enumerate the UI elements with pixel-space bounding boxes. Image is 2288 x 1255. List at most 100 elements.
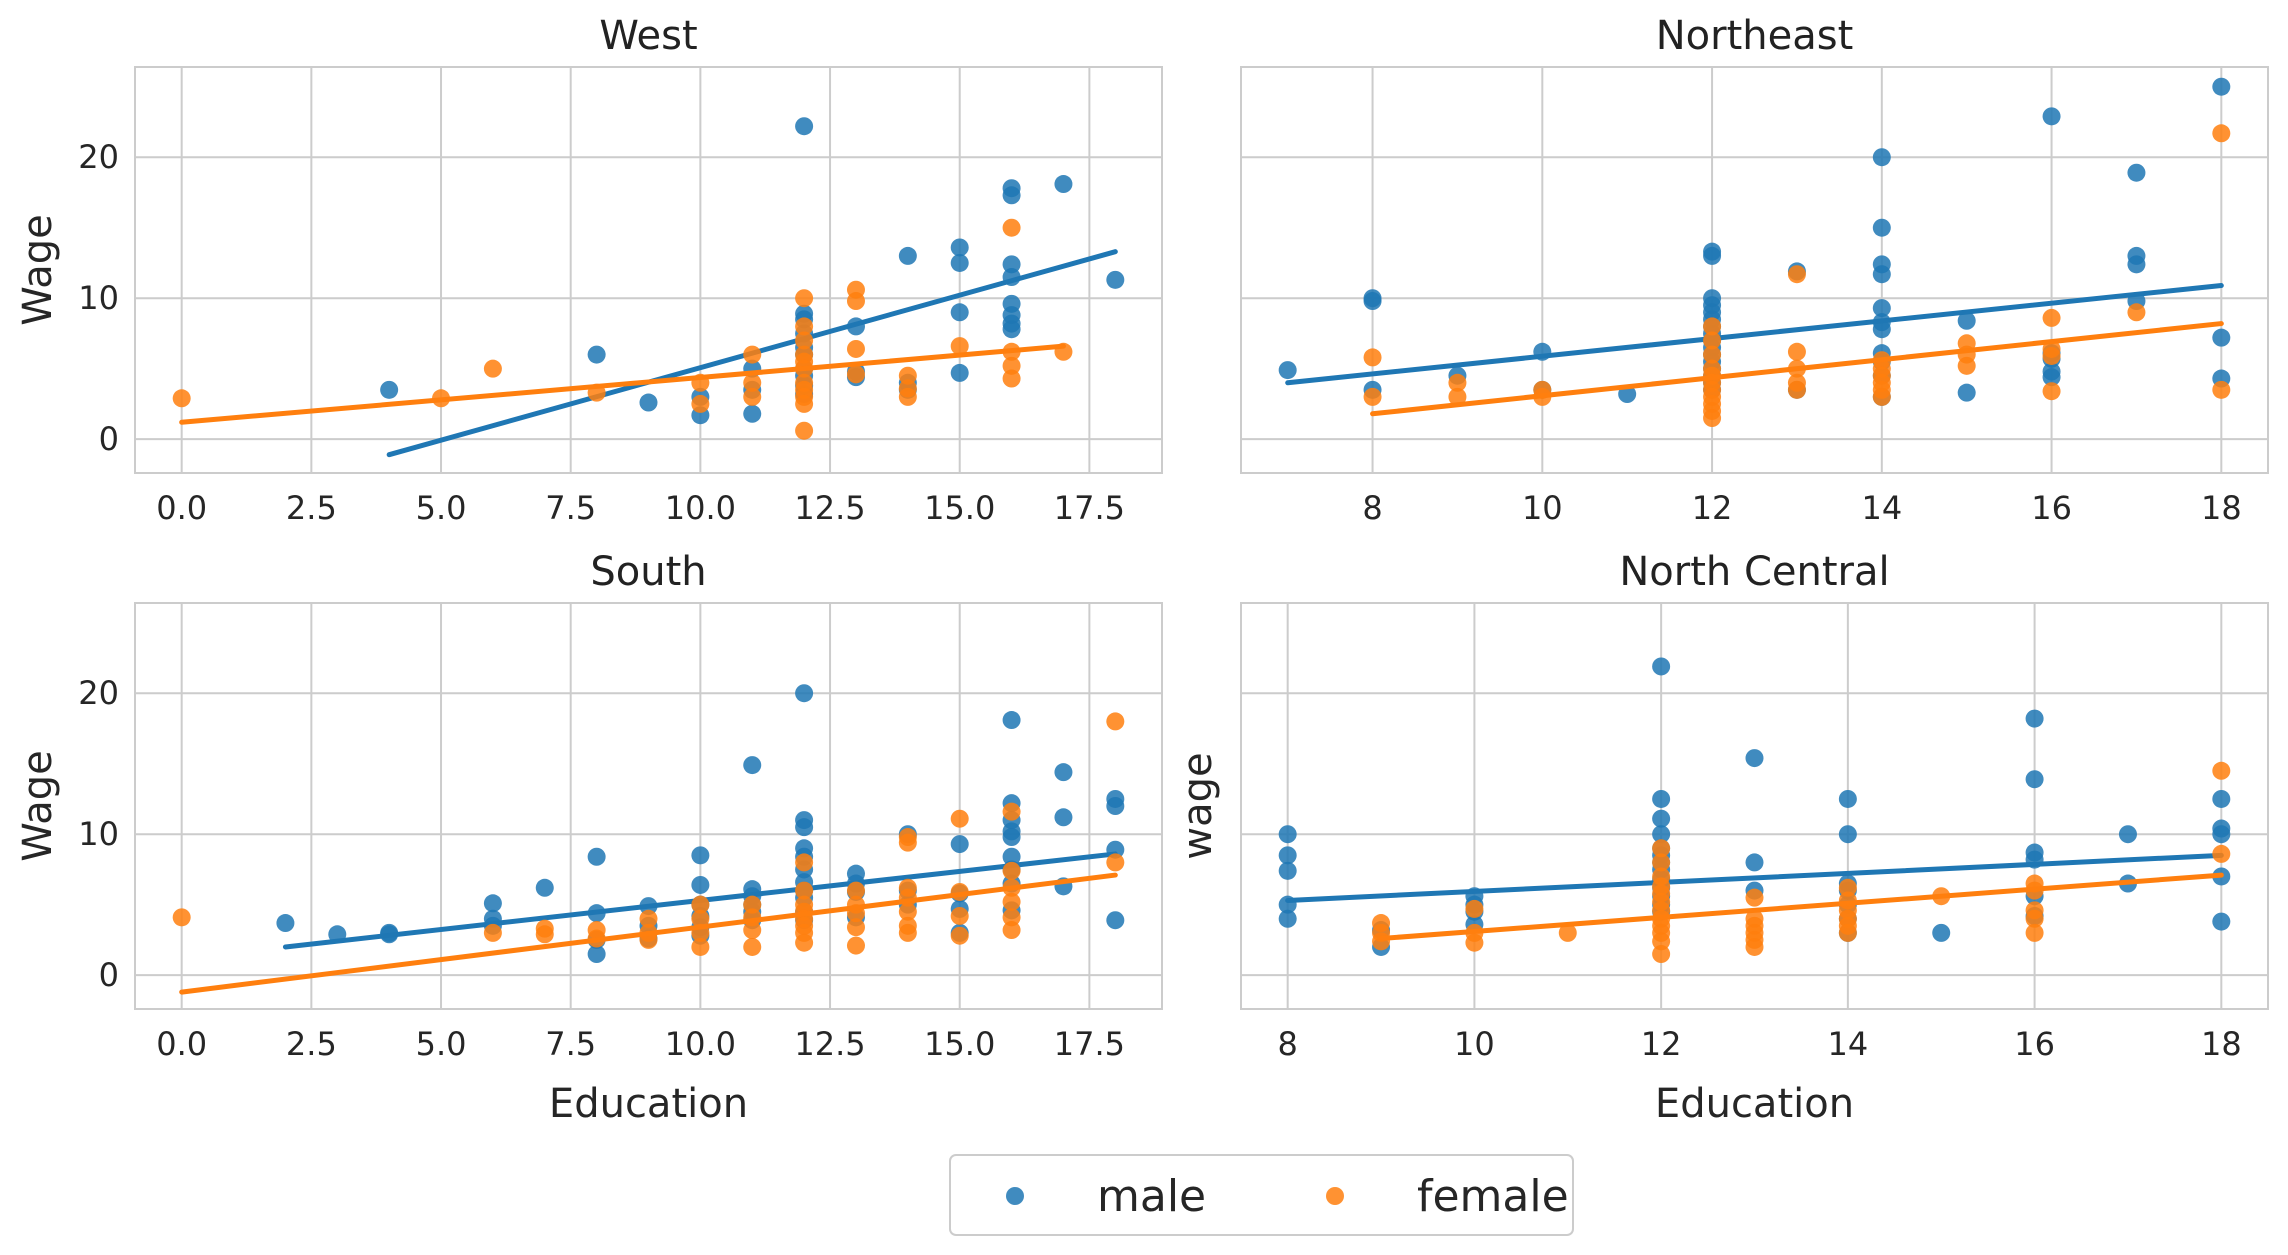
x-axis-label: Education bbox=[1655, 1081, 1854, 1127]
y-tick-label: 20 bbox=[78, 674, 119, 712]
series-female bbox=[1363, 124, 2231, 428]
y-tick-label: 0 bbox=[99, 420, 119, 458]
data-point bbox=[2025, 709, 2044, 728]
data-point bbox=[1363, 292, 1382, 311]
data-point bbox=[1278, 361, 1297, 380]
data-point bbox=[743, 756, 762, 775]
data-point bbox=[743, 404, 762, 423]
data-point bbox=[691, 846, 710, 865]
data-point bbox=[743, 387, 762, 406]
data-point bbox=[2025, 770, 2044, 789]
x-tick-label: 8 bbox=[1362, 489, 1382, 527]
data-point bbox=[2025, 909, 2044, 928]
data-point bbox=[1957, 383, 1976, 402]
x-tick-label: 12.5 bbox=[794, 489, 865, 527]
data-point bbox=[691, 875, 710, 894]
data-point bbox=[846, 918, 865, 937]
data-point bbox=[276, 914, 295, 933]
data-point bbox=[795, 394, 814, 413]
series-female bbox=[1372, 761, 2231, 964]
y-tick-label: 20 bbox=[78, 138, 119, 176]
data-point bbox=[1002, 218, 1021, 237]
data-point bbox=[1652, 657, 1671, 676]
data-point bbox=[380, 380, 399, 399]
legend-entry-female: female bbox=[1326, 1171, 1569, 1222]
regression-line bbox=[1285, 852, 2224, 903]
facet-northeast: 8 10 12 14 16 18 Northeast bbox=[1240, 13, 2269, 527]
data-point bbox=[1002, 356, 1021, 375]
data-point bbox=[2042, 368, 2061, 387]
data-point bbox=[1002, 847, 1021, 866]
data-point bbox=[2212, 844, 2231, 863]
series-female bbox=[172, 712, 1125, 995]
data-point bbox=[587, 345, 606, 364]
data-point bbox=[846, 881, 865, 900]
regression-line bbox=[1285, 283, 2224, 386]
x-tick-label: 16 bbox=[2014, 1025, 2055, 1063]
data-point bbox=[1002, 255, 1021, 274]
data-point bbox=[1002, 369, 1021, 388]
facet-south: 0.0 2.5 5.0 7.5 10.0 12.5 15.0 17.5 0 10 20 South Ed… bbox=[15, 549, 1163, 1127]
data-point bbox=[172, 908, 191, 927]
data-point bbox=[2127, 303, 2146, 322]
data-point bbox=[950, 337, 969, 356]
data-point bbox=[535, 925, 554, 944]
facet-title: Northeast bbox=[1656, 13, 1854, 59]
data-point bbox=[1363, 387, 1382, 406]
y-axis-label: Wage bbox=[15, 214, 61, 326]
data-point bbox=[846, 365, 865, 384]
data-point bbox=[795, 117, 814, 136]
data-point bbox=[1054, 175, 1073, 194]
legend-marker bbox=[1006, 1187, 1024, 1205]
data-point bbox=[1957, 311, 1976, 330]
data-point bbox=[1372, 932, 1391, 951]
data-point bbox=[1838, 878, 1857, 897]
data-point bbox=[1054, 763, 1073, 782]
data-point bbox=[795, 331, 814, 350]
regression-line bbox=[1378, 872, 2224, 942]
data-point bbox=[1872, 320, 1891, 339]
data-point bbox=[795, 289, 814, 308]
y-tick-label: 10 bbox=[78, 815, 119, 853]
x-tick-label: 18 bbox=[2201, 489, 2242, 527]
data-point bbox=[795, 881, 814, 900]
data-point bbox=[1703, 345, 1722, 364]
x-axis-label: Education bbox=[549, 1081, 748, 1127]
data-point bbox=[639, 393, 658, 412]
data-point bbox=[587, 847, 606, 866]
facet-north-central: 8 10 12 14 16 18 North Central Education wage bbox=[1175, 549, 2269, 1127]
data-point bbox=[1054, 808, 1073, 827]
data-point bbox=[1703, 246, 1722, 265]
data-point bbox=[1838, 789, 1857, 808]
data-point bbox=[1652, 853, 1671, 872]
data-point bbox=[1932, 923, 1951, 942]
data-point bbox=[1745, 853, 1764, 872]
legend-entry-male: male bbox=[1006, 1171, 1206, 1222]
data-point bbox=[950, 809, 969, 828]
data-point bbox=[2212, 761, 2231, 780]
data-point bbox=[1278, 846, 1297, 865]
data-point bbox=[950, 238, 969, 257]
data-point bbox=[743, 937, 762, 956]
facet-west: 0.0 2.5 5.0 7.5 10.0 12.5 15.0 17.5 0 10 20 West Wag… bbox=[15, 13, 1163, 527]
x-tick-label: 5.0 bbox=[416, 1025, 467, 1063]
x-tick-label: 15.0 bbox=[924, 489, 995, 527]
data-point bbox=[2118, 825, 2137, 844]
data-point bbox=[2127, 163, 2146, 182]
data-point bbox=[1872, 218, 1891, 237]
data-point bbox=[795, 853, 814, 872]
data-point bbox=[1745, 888, 1764, 907]
data-point bbox=[1652, 789, 1671, 808]
data-point bbox=[1652, 839, 1671, 858]
data-point bbox=[1787, 380, 1806, 399]
data-point bbox=[1106, 853, 1125, 872]
x-tick-label: 14 bbox=[1861, 489, 1902, 527]
x-tick-label: 10 bbox=[1522, 489, 1563, 527]
data-point bbox=[950, 363, 969, 382]
data-point bbox=[1703, 331, 1722, 350]
data-point bbox=[2212, 789, 2231, 808]
x-tick-label: 16 bbox=[2031, 489, 2072, 527]
data-point bbox=[1872, 265, 1891, 284]
x-tick-label: 2.5 bbox=[286, 1025, 337, 1063]
data-point bbox=[1872, 148, 1891, 167]
